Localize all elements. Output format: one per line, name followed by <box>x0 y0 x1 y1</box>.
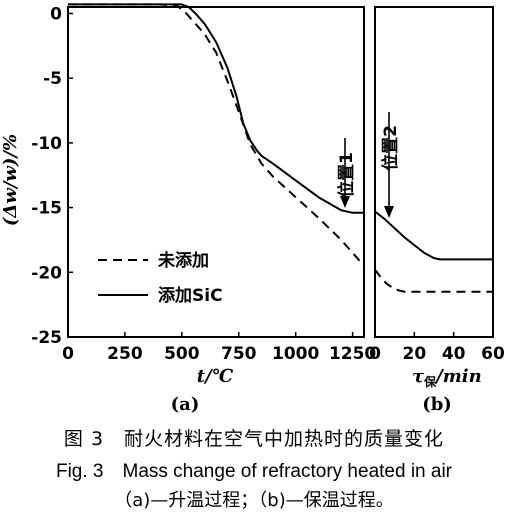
y-tick-label: -25 <box>31 328 62 348</box>
panel-b: 0 20 40 60 <box>369 6 505 364</box>
y-tick-label: -20 <box>31 263 62 283</box>
y-tick-label: -10 <box>31 134 62 154</box>
annotation-position-2-text: 位置2 <box>380 125 401 171</box>
x-axis-label-b-sub: 保 <box>423 374 437 389</box>
series-line-solid <box>68 3 364 214</box>
caption-chinese: 图 3 耐火材料在空气中加热时的质量变化 <box>63 428 445 450</box>
legend: 未添加 添加SiC <box>98 250 223 306</box>
x-tick-label: 250 <box>107 344 143 364</box>
panel-label-a: (a) <box>171 394 200 415</box>
legend-label-dashed: 未添加 <box>157 250 209 271</box>
x-tick-label: 1000 <box>272 344 319 364</box>
annotation-position-2-arrowhead <box>384 206 394 218</box>
panel-a: 0 250 500 750 1000 1250 0 -5 -10 -15 -20 -25 <box>31 3 376 364</box>
x-axis-label-b-unit: /min <box>434 366 482 387</box>
series-line-solid <box>374 210 493 261</box>
x-tick-label: 750 <box>221 344 257 364</box>
y-tick-label: 0 <box>50 4 62 24</box>
panel-label-b: (b) <box>422 394 452 415</box>
x-axis-label-b: τ保/min <box>412 366 482 389</box>
series-line-dashed <box>374 269 493 293</box>
x-tick-label: 40 <box>442 344 466 364</box>
x-tick-label: 1250 <box>329 344 376 364</box>
caption-english: Fig. 3 Mass change of refractory heated … <box>55 461 453 482</box>
x-axis-label-a: t/℃ <box>197 366 234 387</box>
x-axis-label-b-main: τ <box>412 366 425 387</box>
y-tick-label: -15 <box>31 199 62 219</box>
x-tick-label: 0 <box>369 344 381 364</box>
caption-subpanels: （a)—升温过程；（b)—保温过程。 <box>114 490 394 511</box>
x-tick-label: 0 <box>62 344 74 364</box>
annotation-position-1: 位置1 <box>336 138 357 208</box>
annotation-position-1-text: 位置1 <box>336 152 357 198</box>
x-tick-label: 500 <box>164 344 200 364</box>
annotation-position-2: 位置2 <box>380 112 401 218</box>
x-tick-label: 60 <box>481 344 505 364</box>
y-tick-label: -5 <box>43 69 62 89</box>
legend-label-solid: 添加SiC <box>158 285 223 306</box>
annotation-position-1-arrowhead <box>340 196 350 208</box>
x-tick-label: 20 <box>402 344 426 364</box>
plot-frame <box>67 6 365 338</box>
plot-frame <box>374 6 494 338</box>
y-axis-label: (Δw/w)/% <box>0 134 21 226</box>
